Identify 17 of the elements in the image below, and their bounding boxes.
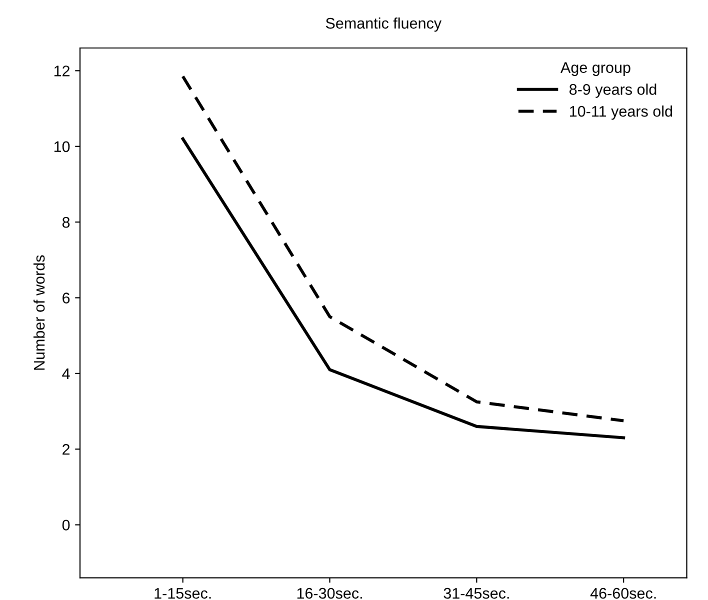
x-tick-label: 31-45sec. [444,588,509,599]
legend-label: 8-9 years old [570,84,656,98]
y-tick-label: 4 [62,368,70,379]
y-tick-label: 6 [62,292,70,304]
legend-title: Age group [560,62,630,76]
legend-label: 10-11 years old [570,106,672,120]
y-tick-label: 2 [62,444,70,455]
x-tick-label: 46-60sec. [590,588,656,599]
chart-title: Semantic fluency [326,17,442,32]
y-tick-label: 10 [54,141,70,152]
x-tick-label: 16-30sec. [297,588,362,599]
y-tick-label: 12 [54,66,70,76]
line-series [181,137,626,440]
y-tick-label: 8 [62,216,70,228]
y-tick-label: 0 [62,520,70,531]
y-axis-title: Number of words [33,255,45,370]
x-tick-label: 1-15sec. [154,588,211,599]
